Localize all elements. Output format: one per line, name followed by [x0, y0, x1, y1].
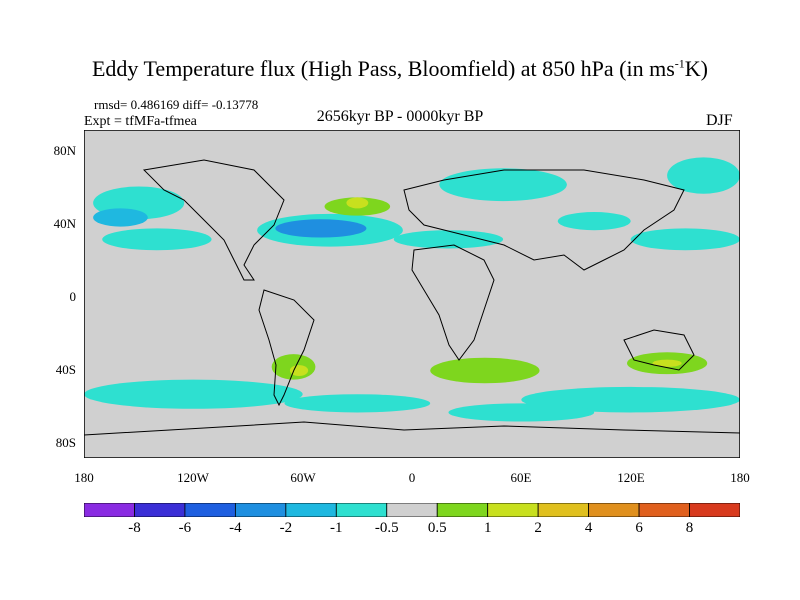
colorbar-label-3: -2	[279, 520, 293, 536]
y-tick-80S: 80S	[55, 435, 76, 450]
colorbar-box-10	[588, 503, 640, 517]
colorbar-box-3	[234, 503, 287, 517]
coastlines	[84, 159, 740, 436]
colorbar-label-10: 6	[635, 520, 643, 536]
anomaly-patch-4	[275, 219, 367, 238]
colorbar-box-6	[386, 503, 438, 517]
colorbar-box-1	[134, 503, 186, 517]
colorbar-label-9: 4	[584, 520, 593, 536]
y-tick-40N: 40N	[53, 216, 76, 231]
colorbar-label-1: -6	[178, 520, 192, 536]
colorbar-box-11	[638, 503, 690, 517]
colorbar-box-0	[84, 503, 135, 517]
period-label: 2656kyr BP - 0000kyr BP	[316, 108, 484, 125]
anomaly-patch-6	[346, 197, 369, 209]
anomaly-layer	[84, 157, 740, 422]
x-tick-0: 0	[408, 470, 416, 485]
x-tick-120e: 120E	[617, 470, 645, 485]
anomaly-patch-16	[652, 359, 682, 367]
x-tick-120w: 120W	[177, 470, 209, 485]
y-tick-80N: 80N	[53, 143, 76, 158]
colorbar-label-0: -8	[128, 520, 141, 536]
x-tick-60e: 60E	[510, 470, 532, 485]
anomaly-patch-20	[448, 403, 595, 422]
colorbar-box-8	[487, 503, 539, 517]
anomaly-patch-10	[630, 228, 740, 251]
anomaly-patch-17	[84, 379, 303, 409]
colorbar-label-2: -4	[229, 520, 242, 536]
x-tick-180w: 180	[74, 470, 94, 485]
colorbar-box-12	[689, 503, 740, 517]
anomaly-patch-1	[102, 228, 212, 251]
colorbar	[84, 503, 740, 517]
experiment-label: Expt = tfMFa-tfmea	[84, 114, 197, 129]
y-tick-40S: 40S	[55, 362, 76, 377]
colorbar-box-9	[537, 503, 590, 517]
anomaly-patch-18	[284, 394, 431, 413]
colorbar-label-7: 1	[483, 520, 492, 536]
y-tick-0: 0	[69, 289, 77, 304]
colorbar-box-5	[335, 503, 388, 517]
colorbar-label-5: -0.5	[374, 520, 399, 536]
anomaly-patch-2	[93, 208, 148, 227]
anomaly-patch-7	[393, 230, 504, 249]
colorbar-box-7	[436, 503, 489, 517]
colorbar-box-4	[285, 503, 337, 517]
anomaly-patch-8	[439, 168, 567, 202]
season-label: DJF	[706, 112, 733, 129]
anomaly-patch-14	[430, 357, 540, 384]
plot-title: Eddy Temperature flux (High Pass, Bloomf…	[91, 56, 708, 81]
colorbar-label-4: -1	[330, 520, 343, 536]
colorbar-label-8: 2	[534, 520, 542, 536]
colorbar-box-2	[184, 503, 236, 517]
anomaly-patch-9	[667, 157, 740, 194]
colorbar-label-11: 8	[685, 520, 694, 536]
anomaly-patch-19	[521, 386, 740, 413]
anomaly-patch-11	[557, 212, 631, 231]
x-tick-60w: 60W	[290, 470, 316, 485]
colorbar-label-6: 0.5	[427, 520, 447, 536]
anomaly-patch-13	[289, 365, 309, 376]
stats-label: rmsd= 0.486169 diff= -0.13778	[94, 97, 259, 112]
world-map	[84, 130, 740, 458]
x-tick-180e: 180	[730, 470, 750, 485]
